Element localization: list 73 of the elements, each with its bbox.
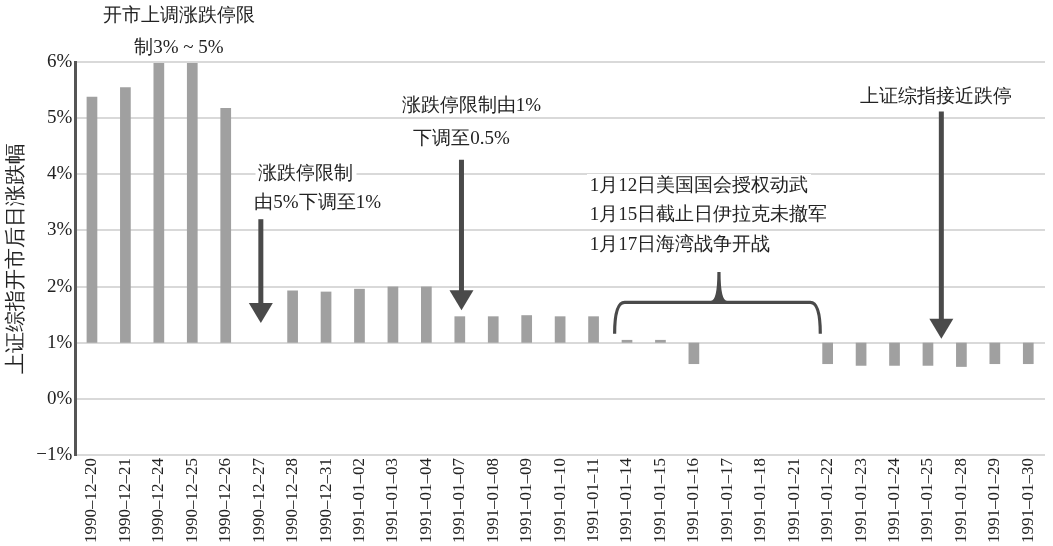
- bar: [621, 339, 633, 343]
- annotation: 涨跌停限制由1%: [398, 93, 545, 116]
- annotation: 涨跌停限制: [255, 162, 357, 185]
- bar: [588, 316, 599, 343]
- x-tick-label: 1990–12–28: [282, 458, 302, 543]
- x-tick-label: 1991–01–18: [750, 458, 770, 543]
- bar: [186, 63, 198, 343]
- x-tick-label: 1990–12–25: [181, 458, 201, 543]
- x-tick-label: 1991–01–17: [716, 457, 736, 543]
- y-tick-label: 3%: [46, 218, 73, 240]
- y-tick-label: 4%: [46, 162, 73, 184]
- bar: [354, 288, 365, 343]
- y-tick-label: 2%: [46, 274, 73, 296]
- bar: [421, 286, 432, 343]
- x-tick-label: 1991–01–16: [683, 458, 703, 543]
- bar: [655, 339, 666, 343]
- annotation: 1月17日海湾战争开战: [586, 232, 774, 255]
- x-tick-label: 1991–01–09: [516, 458, 536, 543]
- x-tick-label: 1990–12–21: [114, 458, 134, 543]
- bar: [889, 342, 900, 366]
- bar: [855, 342, 867, 366]
- x-tick-label: 1990–12–24: [148, 457, 168, 543]
- x-tick-label: 1991–01–10: [549, 458, 569, 543]
- y-tick-label: 5%: [46, 106, 73, 128]
- x-tick-label: 1991–01–23: [850, 458, 870, 543]
- x-tick-label: 1991–01–07: [449, 457, 469, 543]
- annotation: 由5%下调至1%: [251, 191, 384, 214]
- y-tick-label: 1%: [46, 330, 73, 352]
- bar: [922, 342, 934, 366]
- bar: [320, 291, 332, 343]
- bar: [120, 87, 131, 343]
- bar: [387, 286, 399, 343]
- x-tick-label: 1991–01–21: [783, 458, 803, 543]
- annotation: 下调至0.5%: [410, 126, 513, 149]
- x-tick-label: 1991–01–15: [649, 458, 669, 543]
- x-tick-label: 1991–01–29: [984, 458, 1004, 543]
- bar: [956, 342, 967, 367]
- x-tick-label: 1991–01–08: [482, 458, 502, 543]
- text: 开市上调涨跌停限: [99, 4, 258, 27]
- y-tick-label: −1%: [36, 442, 73, 464]
- bar: [1022, 342, 1034, 365]
- y-tick-label: 6%: [46, 49, 73, 71]
- annotation: 上证综指接近跌停: [856, 84, 1015, 107]
- y-tick-label: 0%: [46, 386, 73, 408]
- annotation: 1月15日截止日伊拉克未撤军: [586, 203, 831, 226]
- x-tick-label: 1991–01–28: [950, 458, 970, 543]
- x-tick-label: 1991–01–11: [583, 458, 603, 543]
- x-tick-label: 1991–01–02: [348, 458, 368, 543]
- bar: [521, 315, 533, 343]
- bar: [989, 342, 1001, 365]
- bar: [220, 108, 232, 343]
- bar: [554, 316, 566, 343]
- x-tick-label: 1991–01–24: [883, 457, 903, 543]
- bar: [287, 290, 298, 343]
- bar: [822, 342, 833, 365]
- bar: [153, 63, 165, 343]
- bar: [487, 316, 499, 343]
- x-tick-label: 1990–12–27: [248, 457, 268, 543]
- bar: [688, 342, 700, 365]
- x-tick-label: 1990–12–31: [315, 458, 335, 543]
- x-tick-label: 1990–12–26: [215, 458, 235, 543]
- annotation: 1月12日美国国会授权动武: [586, 173, 812, 196]
- text: 制3% ~ 5%: [131, 35, 227, 58]
- x-tick-label: 1991–01–14: [616, 457, 636, 543]
- y-axis-title: 上证综指开市后日涨跌幅: [3, 143, 28, 374]
- x-tick-label: 1991–01–30: [1017, 458, 1037, 543]
- x-tick-label: 1991–01–25: [917, 458, 937, 543]
- bar: [86, 96, 98, 343]
- x-tick-label: 1990–12–20: [81, 458, 101, 543]
- x-tick-label: 1991–01–03: [382, 458, 402, 543]
- x-tick-label: 1991–01–22: [817, 458, 837, 543]
- x-tick-label: 1991–01–04: [415, 457, 435, 543]
- bar: [454, 316, 466, 343]
